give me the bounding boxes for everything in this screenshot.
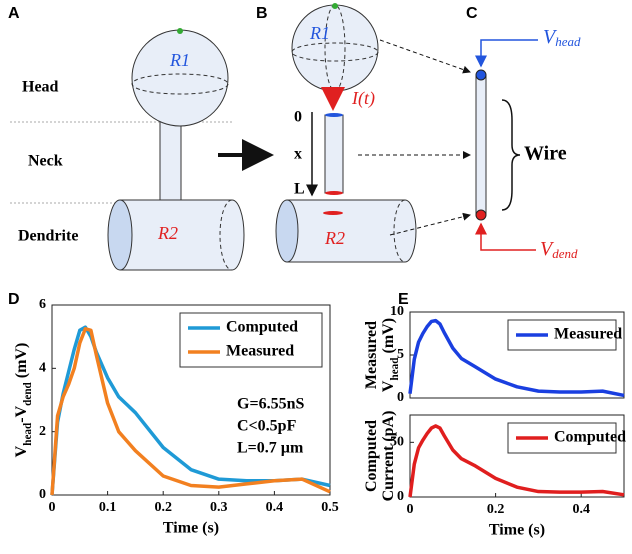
y-axis-label: Vhead (mV) (380, 318, 401, 392)
resistor-label: R2 (157, 223, 178, 243)
wire-diagram (358, 39, 538, 251)
panel-label: B (256, 5, 268, 22)
y-axis-label-part: -V (13, 405, 30, 422)
y-axis-label-part: (mV) (13, 343, 30, 383)
region-label: Neck (28, 153, 63, 170)
resistor-label: R2 (324, 228, 345, 248)
y-axis-label: Measured (363, 321, 380, 389)
y-axis-label-subscript: head (22, 422, 34, 446)
x-axis-label: Time (s) (489, 522, 545, 539)
x-tick-label: 0.5 (321, 500, 339, 515)
y-tick-label: 0 (397, 489, 404, 504)
position-label: x (294, 146, 302, 163)
split-diagram (275, 3, 417, 263)
region-label: Dendrite (18, 228, 78, 245)
x-tick-label: 0.2 (487, 502, 505, 517)
data-line (50, 327, 331, 496)
y-axis-label-subscript: dend (22, 381, 34, 405)
panel-label: E (398, 291, 409, 308)
y-tick-label: 5 (397, 347, 404, 362)
spine-diagram (10, 28, 245, 271)
data-line (408, 424, 625, 498)
x-tick-label: 0.4 (572, 502, 590, 517)
voltage-symbol: V (543, 26, 558, 48)
wire-label: Wire (524, 143, 567, 165)
annotation: C<0.5pF (237, 418, 297, 435)
y-axis-label-part: V (380, 380, 397, 392)
position-label: 0 (294, 109, 302, 126)
y-tick-label: 0 (39, 487, 46, 502)
voltage-subscript: head (555, 34, 581, 49)
y-axis-label: Computed (363, 420, 380, 492)
x-tick-label: 0.4 (266, 500, 284, 515)
x-tick-label: 0.3 (210, 500, 228, 515)
annotation: L=0.7 µm (237, 440, 304, 457)
legend-label: Measured (226, 343, 294, 360)
voltage-label: Vdend (540, 238, 578, 261)
x-tick-label: 0 (407, 502, 414, 517)
data-line (408, 318, 625, 398)
x-tick-label: 0 (49, 500, 56, 515)
region-label: Head (22, 79, 59, 96)
position-label: L (294, 181, 305, 198)
current-label: I(t) (351, 88, 375, 109)
legend-box (179, 312, 323, 368)
x-tick-label: 0.1 (99, 500, 117, 515)
y-tick-label: 4 (39, 361, 46, 376)
y-axis-label-part: V (13, 445, 30, 457)
legend-box (507, 319, 617, 351)
y-tick-label: 0 (397, 390, 404, 405)
axes-box (51, 304, 331, 496)
resistor-label: R1 (309, 23, 330, 43)
legend-label: Computed (226, 319, 298, 336)
legend-label: Computed (554, 429, 626, 446)
y-axis-label-part: Measured (363, 321, 380, 389)
resistor-label: R1 (169, 50, 190, 70)
voltage-label: Vhead (543, 26, 581, 49)
legend-label: Measured (554, 326, 622, 343)
axes-box (409, 414, 625, 498)
x-axis-label: Time (s) (163, 520, 219, 537)
annotation: G=6.55nS (237, 396, 304, 413)
voltage-subscript: dend (552, 246, 578, 261)
y-axis-label-part: Computed (363, 420, 380, 492)
data-line (50, 325, 331, 496)
y-axis-label-part: Current (pA) (380, 411, 397, 502)
voltage-symbol: V (540, 238, 555, 260)
panel-label: A (8, 5, 20, 22)
y-tick-label: 6 (39, 297, 46, 312)
y-axis-label-subscript: head (389, 357, 401, 381)
y-tick-label: 50 (390, 435, 404, 450)
y-axis-label: Current (pA) (380, 411, 397, 502)
y-tick-label: 2 (39, 424, 46, 439)
panel-label: C (466, 5, 478, 22)
y-axis-label: Vhead-Vdend (mV) (13, 343, 34, 458)
panel-label: D (8, 291, 20, 308)
x-tick-label: 0.2 (154, 500, 172, 515)
y-tick-label: 10 (390, 304, 404, 319)
y-axis-label-part: (mV) (380, 318, 397, 358)
